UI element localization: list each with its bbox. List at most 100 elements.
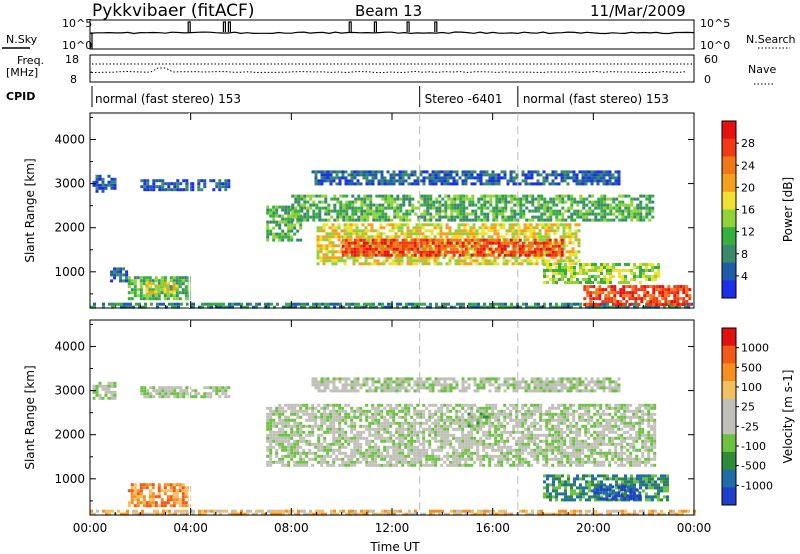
echo-cell [449, 173, 453, 177]
echo-cell [551, 182, 555, 186]
echo-cell [287, 205, 291, 209]
echo-cell [535, 232, 539, 236]
echo-cell [321, 218, 325, 222]
echo-cell [520, 253, 524, 257]
echo-cell [139, 495, 143, 499]
echo-cell [340, 241, 344, 245]
echo-cell [396, 194, 400, 198]
echo-cell [323, 439, 327, 443]
echo-cell [370, 235, 374, 239]
echo-cell [609, 509, 612, 513]
echo-cell [389, 439, 393, 443]
echo-cell [145, 294, 149, 298]
echo-cell [194, 392, 198, 396]
echo-cell [365, 253, 369, 257]
echo-cell [487, 229, 491, 233]
echo-cell [392, 454, 396, 458]
echo-cell [284, 403, 288, 407]
echo-cell [648, 212, 652, 216]
echo-cell [430, 247, 434, 251]
echo-cell [320, 427, 324, 431]
echo-cell [132, 305, 135, 309]
echo-cell [485, 170, 489, 174]
echo-cell [438, 203, 442, 207]
echo-cell [612, 263, 615, 266]
echo-cell [439, 235, 443, 239]
echo-cell [320, 454, 324, 458]
echo-cell [429, 200, 433, 204]
echo-cell [287, 448, 291, 452]
echo-cell [387, 215, 391, 219]
echo-cell [294, 206, 298, 210]
echo-cell [681, 512, 684, 516]
echo-cell [524, 176, 528, 180]
echo-cell [335, 457, 339, 461]
echo-cell [504, 203, 508, 207]
echo-cell [377, 421, 381, 425]
echo-cell [148, 492, 152, 496]
echo-cell [222, 305, 225, 309]
echo-cell [360, 209, 364, 213]
echo-cell [588, 278, 591, 281]
echo-cell [365, 179, 369, 183]
echo-cell [422, 170, 426, 174]
echo-cell [261, 509, 264, 513]
echo-cell [428, 182, 432, 186]
echo-cell [543, 209, 547, 213]
echo-cell [314, 415, 318, 419]
echo-cell [524, 179, 528, 183]
echo-cell [374, 176, 378, 180]
echo-cell [564, 269, 567, 272]
echo-cell [376, 238, 380, 242]
echo-cell [322, 226, 326, 230]
echo-cell [360, 509, 363, 513]
echo-cell [560, 170, 564, 174]
echo-cell [161, 179, 165, 183]
echo-cell [215, 182, 219, 186]
echo-cell [378, 218, 382, 222]
echo-cell [589, 285, 593, 289]
echo-cell [606, 197, 610, 201]
echo-cell [450, 509, 453, 513]
echo-cell [278, 430, 282, 434]
echo-cell [649, 300, 653, 304]
echo-cell [597, 275, 600, 278]
echo-cell [549, 200, 553, 204]
echo-cell [365, 241, 369, 245]
echo-cell [359, 406, 363, 410]
echo-cell [351, 194, 355, 198]
echo-cell [212, 179, 216, 183]
echo-cell [621, 209, 625, 213]
echo-cell [588, 200, 592, 204]
echo-cell [353, 460, 357, 464]
echo-cell [469, 259, 473, 263]
echo-cell [111, 509, 114, 513]
echo-cell [427, 262, 431, 266]
echo-cell [600, 263, 603, 266]
echo-cell [154, 504, 158, 508]
echo-cell [143, 392, 147, 396]
echo-cell [380, 182, 384, 186]
echo-cell [407, 448, 411, 452]
echo-cell [375, 215, 379, 219]
echo-cell [350, 421, 354, 425]
echo-cell [470, 244, 474, 248]
echo-cell [209, 395, 213, 399]
echo-cell [175, 483, 179, 487]
echo-cell [439, 250, 443, 254]
echo-cell [435, 197, 439, 201]
echo-cell [344, 421, 348, 425]
echo-cell [173, 395, 177, 399]
echo-cell [113, 393, 117, 397]
echo-cell [570, 272, 573, 275]
echo-cell [344, 247, 348, 251]
echo-cell [359, 173, 363, 177]
echo-cell [393, 509, 396, 513]
echo-cell [362, 247, 366, 251]
echo-cell [203, 182, 207, 186]
echo-cell [359, 451, 363, 455]
echo-cell [336, 215, 340, 219]
echo-cell [447, 206, 451, 210]
echo-cell [272, 205, 276, 209]
echo-cell [424, 262, 428, 266]
